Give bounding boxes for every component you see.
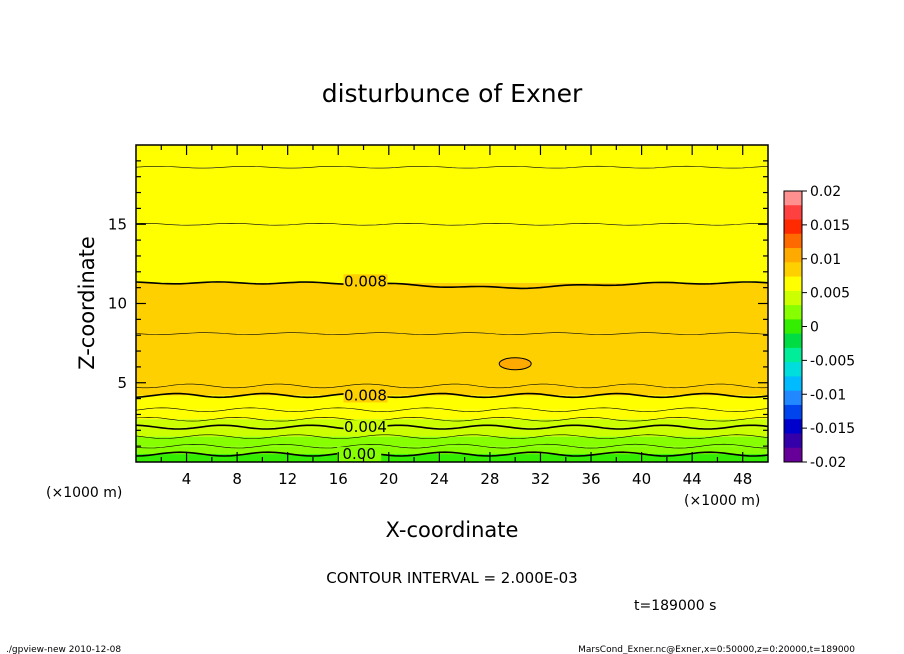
footer-left: ./gpview-new 2010-12-08 <box>6 645 121 654</box>
y-tick-label: 15 <box>108 215 127 233</box>
colorbar-segment <box>784 305 802 320</box>
colorbar-segment <box>784 262 802 278</box>
colorbar: 0.02 0.015 0.01 0.005 0 -0.005 -0.01 -0.015 -0.0… <box>783 184 855 471</box>
colorbar-label: 0.015 <box>810 218 850 234</box>
contour-line <box>135 434 769 439</box>
x-tick-label: 24 <box>430 470 449 488</box>
contour-band <box>136 282 768 334</box>
contour-line <box>135 451 769 457</box>
time-text: t=189000 s <box>634 598 716 614</box>
contour-band <box>136 395 768 410</box>
contour-interval-text: CONTOUR INTERVAL = 2.000E-03 <box>326 569 577 587</box>
contour-label-bg <box>337 447 382 462</box>
colorbar-label: 0.02 <box>810 184 841 200</box>
x-tick-label: 28 <box>480 470 499 488</box>
x-units-right: (×1000 m) <box>684 493 760 509</box>
colorbar-segment <box>784 276 802 292</box>
x-axis-label: X-coordinate <box>386 518 519 542</box>
contour-band <box>136 446 768 455</box>
colorbar-segment <box>784 191 802 206</box>
y-tick-label: 10 <box>108 295 127 313</box>
contour-band <box>136 385 768 396</box>
x-tick-label: 32 <box>531 470 550 488</box>
contour-line <box>135 407 769 412</box>
contour-line <box>135 332 769 335</box>
contour-line <box>135 424 769 430</box>
x-units-left: (×1000 m) <box>46 485 122 501</box>
colorbar-segment <box>784 233 802 249</box>
colorbar-segment <box>784 319 802 335</box>
contour-band <box>136 145 768 168</box>
colorbar-segment <box>784 404 802 420</box>
colorbar-segment <box>784 447 802 463</box>
colorbar-segment <box>784 290 802 306</box>
x-tick-label: 16 <box>329 470 348 488</box>
colorbar-segment <box>784 248 802 263</box>
contour-label: 0.00 <box>342 445 375 463</box>
x-tick-label: 36 <box>581 470 600 488</box>
chart-title: disturbunce of Exner <box>322 79 583 108</box>
contour-band <box>136 454 768 462</box>
x-tick-label: 48 <box>733 470 752 488</box>
colorbar-label: 0.005 <box>810 286 850 302</box>
contour-band <box>136 333 768 386</box>
colorbar-segment <box>784 205 802 221</box>
colorbar-segment <box>784 419 802 434</box>
contour-band <box>136 436 768 447</box>
colorbar-label: 0 <box>810 320 819 336</box>
contour-band <box>136 427 768 437</box>
contour-line <box>135 392 769 399</box>
colorbar-label: -0.005 <box>810 353 855 369</box>
contour-band <box>136 224 768 283</box>
colorbar-label: -0.015 <box>810 421 855 437</box>
colorbar-segment <box>784 362 802 377</box>
x-tick-label: 8 <box>232 470 242 488</box>
colorbar-segment <box>784 219 802 235</box>
contour-band <box>136 167 768 225</box>
contour-band <box>136 419 768 428</box>
contour-label: 0.008 <box>344 272 387 290</box>
contour-line <box>135 165 769 169</box>
footer-right: MarsCond_Exner.nc@Exner,x=0:50000,z=0:20… <box>578 645 855 654</box>
colorbar-segment <box>784 376 802 392</box>
contour-max-blob <box>498 357 532 371</box>
x-tick-label: 44 <box>683 470 702 488</box>
x-tick-label: 20 <box>379 470 398 488</box>
contour-band <box>136 409 768 420</box>
contour-line <box>135 281 769 290</box>
colorbar-label: -0.02 <box>810 455 846 471</box>
contour-label-bg <box>343 420 388 435</box>
contour-line <box>135 416 769 422</box>
contour-line <box>135 443 769 449</box>
contour-label-bg <box>343 388 388 403</box>
colorbar-label: 0.01 <box>810 252 841 268</box>
colorbar-segment <box>784 347 802 363</box>
colorbar-segment <box>784 333 802 349</box>
colorbar-segment <box>784 390 802 406</box>
y-axis-label: Z-coordinate <box>75 236 99 370</box>
colorbar-label: -0.01 <box>810 387 846 403</box>
contour-label: 0.004 <box>344 418 387 436</box>
contour-line <box>135 222 769 226</box>
x-tick-label: 4 <box>182 470 192 488</box>
contour-label-bg <box>343 274 388 289</box>
x-tick-label: 40 <box>632 470 651 488</box>
x-tick-label: 12 <box>278 470 297 488</box>
contour-label: 0.008 <box>344 386 387 404</box>
y-tick-label: 5 <box>117 374 127 392</box>
contour-line <box>135 383 769 389</box>
colorbar-segment <box>784 433 802 449</box>
